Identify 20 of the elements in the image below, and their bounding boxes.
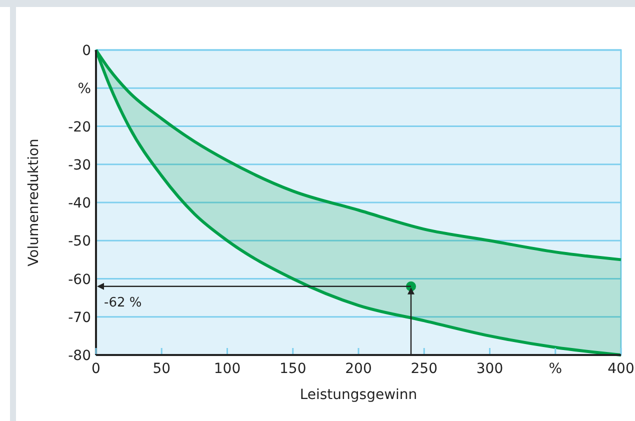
y-tick-label: -60 [68, 272, 91, 288]
y-axis-title: Volumenreduktion [26, 138, 42, 266]
x-tick-label: 400 [608, 361, 634, 377]
x-tick-label: 300 [476, 361, 504, 377]
x-tick-label: 150 [280, 361, 306, 377]
annotation: -62 % [104, 295, 142, 310]
y-tick-label: -40 [68, 196, 91, 212]
x-tick-label: % [548, 361, 562, 377]
x-tick-label: 50 [152, 361, 171, 377]
x-axis-title: Leistungsgewinn [300, 387, 418, 403]
x-tick-label: 100 [214, 361, 241, 377]
x-tick-label: 250 [410, 361, 438, 377]
y-tick-label: -80 [68, 348, 91, 364]
x-tick-label: 200 [345, 361, 372, 377]
y-tick-label: -30 [68, 157, 91, 174]
y-tick-label: -20 [68, 119, 91, 136]
y-tick-label: -50 [68, 234, 91, 250]
y-tick-label: 0 [82, 43, 91, 59]
y-tick-label: % [78, 81, 91, 98]
y-tick-label: -70 [68, 310, 91, 326]
